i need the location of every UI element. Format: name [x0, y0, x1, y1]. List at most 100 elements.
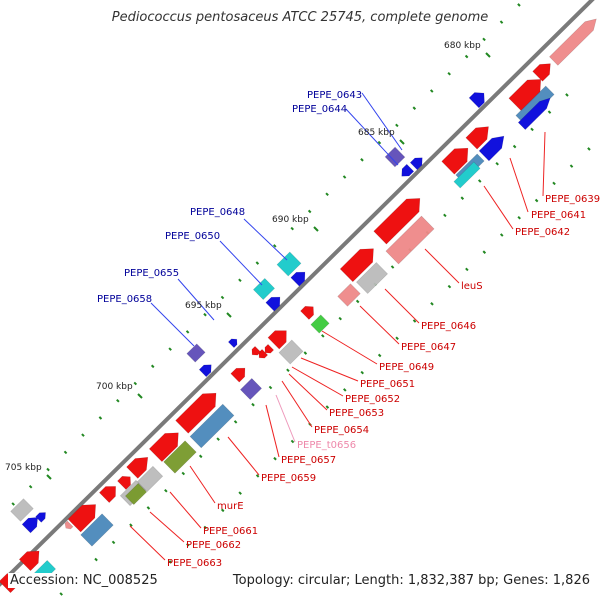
gene-label-6: PEPE_0639	[545, 194, 600, 205]
tick-far-9	[430, 302, 434, 306]
tick-outer-29	[11, 502, 15, 506]
gene-label-3: PEPE_0650	[165, 231, 220, 242]
tick-outer-25	[81, 433, 85, 437]
gene-feature-inner-0	[508, 79, 542, 112]
tick-inner-5	[477, 179, 482, 183]
tick-far-20	[238, 491, 242, 495]
gene-feature-outer-2	[401, 163, 415, 177]
gene-label-leader-23	[129, 525, 166, 561]
scale-major-tick-4	[137, 393, 143, 399]
gene-label-leader-2	[243, 218, 288, 261]
gene-label-leader-15	[288, 373, 328, 411]
gene-label-leader-18	[265, 404, 280, 458]
tick-far-4	[517, 215, 521, 220]
gene-label-leader-20	[189, 465, 216, 504]
gene-feature-inner-26	[148, 432, 179, 463]
tick-far-10	[412, 319, 417, 323]
gene-feature-outer-4-shape	[276, 251, 302, 277]
gene-feature-inner-16	[310, 314, 330, 334]
gene-feature-outer-0-shape	[468, 92, 485, 109]
tick-far-14	[343, 388, 347, 392]
tick-far-11	[395, 336, 399, 340]
tick-inner-18	[251, 402, 255, 407]
gene-feature-inner-19	[264, 343, 275, 354]
scale-label-1: 685 kbp	[358, 128, 395, 138]
gene-label-leader-9	[424, 248, 460, 284]
tick-inner-14	[321, 334, 325, 338]
tick-inner-22	[181, 471, 186, 476]
gene-feature-inner-31	[98, 486, 117, 504]
tick-outer-12	[307, 209, 312, 214]
scale-major-tick-3	[226, 312, 232, 318]
scale-label-2: 690 kbp	[272, 215, 309, 225]
gene-label-leader-0	[361, 92, 403, 151]
gene-feature-outer-9	[186, 343, 206, 363]
gene-feature-inner-35-shape	[80, 513, 114, 547]
gene-label-9: leuS	[461, 281, 483, 292]
tick-outer-23	[116, 398, 120, 403]
tick-outer-20	[168, 347, 172, 351]
gene-label-leader-19	[227, 436, 260, 476]
gene-feature-inner-18-shape	[278, 339, 304, 365]
gene-feature-inner-11-shape	[385, 215, 435, 265]
gene-label-19: PEPE_0659	[261, 473, 316, 484]
tick-outer-1	[499, 20, 504, 24]
gene-feature-outer-3	[409, 157, 423, 171]
gene-feature-inner-37-shape	[18, 550, 40, 572]
gene-feature-outer-4	[276, 251, 302, 277]
tick-inner-19	[233, 420, 238, 424]
gene-label-10: PEPE_0646	[421, 321, 476, 332]
gene-feature-outer-8-shape	[227, 338, 238, 349]
gene-feature-outer-3-shape	[409, 157, 423, 171]
scale-label-0: 680 kbp	[444, 41, 481, 51]
tick-inner-25	[129, 523, 133, 527]
gene-label-leader-5	[150, 302, 195, 347]
tick-outer-26	[63, 450, 68, 455]
tick-far-5	[499, 233, 504, 237]
gene-label-leader-16	[281, 380, 313, 428]
scale-major-tick-0	[485, 52, 491, 58]
gene-feature-outer-7	[265, 296, 281, 312]
gene-feature-inner-25-shape	[189, 403, 235, 449]
gene-feature-inner-7	[478, 135, 505, 162]
gene-feature-inner-2	[549, 18, 597, 66]
gene-label-15: PEPE_0653	[329, 408, 384, 419]
gene-label-2: PEPE_0648	[190, 207, 245, 218]
gene-feature-inner-37	[18, 550, 40, 572]
gene-feature-inner-14-shape	[337, 283, 361, 307]
accession-text: Accession: NC_008525	[8, 573, 160, 588]
gene-feature-inner-28-shape	[126, 456, 149, 479]
tick-far-6	[482, 250, 487, 254]
gene-feature-outer-6	[252, 277, 276, 301]
tick-far-18	[273, 456, 277, 461]
tick-outer-28	[28, 484, 33, 489]
gene-feature-outer-7-shape	[265, 296, 281, 312]
tick-outer-11	[325, 192, 329, 196]
scale-major-tick-1	[399, 139, 405, 145]
gene-label-leader-1	[345, 108, 399, 166]
tick-inner-21	[198, 454, 203, 459]
gene-feature-inner-22	[230, 367, 246, 383]
tick-far-19	[255, 474, 260, 478]
tick-far-13	[360, 370, 365, 375]
gene-feature-outer-2-shape	[401, 163, 415, 177]
gene-feature-inner-21-shape	[251, 345, 262, 356]
gene-feature-inner-26-shape	[148, 432, 179, 463]
gene-feature-inner-33-shape	[124, 482, 148, 506]
gene-feature-inner-16-shape	[310, 314, 330, 334]
gene-feature-inner-36-shape	[64, 520, 74, 530]
gene-feature-inner-30-shape	[117, 476, 131, 490]
gene-feature-outer-10-shape	[198, 364, 212, 378]
gene-feature-inner-34	[67, 504, 96, 533]
genome-summary-text: Topology: circular; Length: 1,832,387 bp…	[230, 573, 592, 588]
tick-inner-26	[111, 540, 116, 545]
tick-far-7	[465, 267, 469, 272]
scale-label-4: 700 kbp	[96, 382, 133, 392]
gene-feature-outer-1	[384, 146, 406, 168]
gene-label-17: PEPE_t0656	[297, 440, 356, 451]
tick-inner-23	[164, 488, 168, 493]
gene-label-22: PEPE_0662	[186, 540, 241, 551]
tick-inner-13	[338, 316, 343, 321]
gene-label-12: PEPE_0649	[379, 362, 434, 373]
